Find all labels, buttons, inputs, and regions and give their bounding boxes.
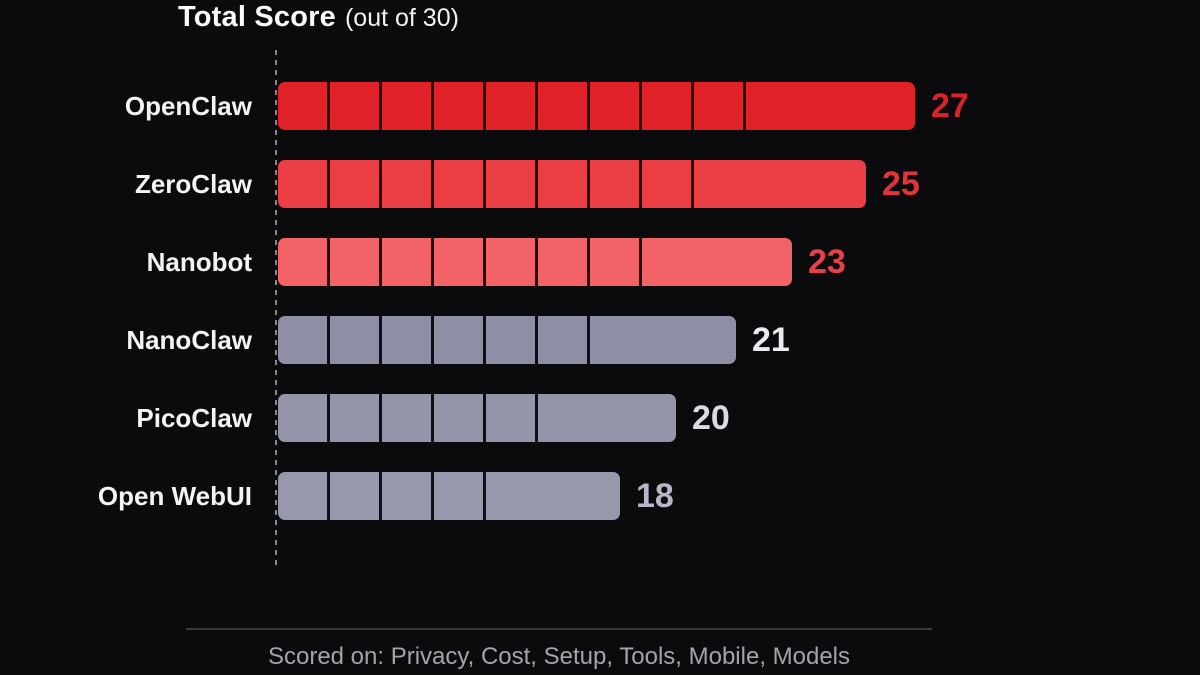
segment-divider bbox=[327, 316, 330, 364]
bar-rows: OpenClaw 27 ZeroClaw 25 Nanobot 23 NanoClaw 21 P… bbox=[0, 82, 1200, 520]
segment-divider bbox=[535, 316, 538, 364]
score-bar bbox=[278, 238, 792, 286]
score-bar bbox=[278, 160, 866, 208]
value-label: 20 bbox=[692, 399, 730, 437]
segment-divider bbox=[483, 316, 486, 364]
baseline-dashed-axis bbox=[275, 50, 277, 570]
segment-divider bbox=[691, 82, 694, 130]
segment-divider bbox=[639, 238, 642, 286]
value-label: 25 bbox=[882, 165, 920, 203]
segment-divider bbox=[431, 160, 434, 208]
segment-divider bbox=[743, 82, 746, 130]
segment-divider bbox=[587, 238, 590, 286]
segment-divider bbox=[379, 472, 382, 520]
segment-divider bbox=[535, 160, 538, 208]
segment-divider bbox=[327, 82, 330, 130]
bar-row: Nanobot 23 bbox=[0, 238, 1200, 286]
score-bar bbox=[278, 394, 676, 442]
segment-divider bbox=[587, 316, 590, 364]
bar-row: ZeroClaw 25 bbox=[0, 160, 1200, 208]
value-label: 18 bbox=[636, 477, 674, 515]
chart-title-suffix: (out of 30) bbox=[344, 4, 459, 32]
value-label: 21 bbox=[752, 321, 790, 359]
segment-divider bbox=[639, 160, 642, 208]
segment-divider bbox=[327, 160, 330, 208]
segment-divider bbox=[379, 160, 382, 208]
score-bar bbox=[278, 82, 915, 130]
category-label: Open WebUI bbox=[97, 480, 252, 511]
segment-divider bbox=[587, 82, 590, 130]
bar-row: OpenClaw 27 bbox=[0, 82, 1200, 130]
category-label: OpenClaw bbox=[124, 90, 252, 121]
segment-divider bbox=[431, 472, 434, 520]
segment-divider bbox=[587, 160, 590, 208]
segment-divider bbox=[431, 238, 434, 286]
category-label: ZeroClaw bbox=[134, 168, 252, 199]
segment-divider bbox=[691, 160, 694, 208]
category-label: NanoClaw bbox=[126, 324, 252, 355]
bar-chart: OpenClaw 27 ZeroClaw 25 Nanobot 23 NanoClaw 21 P… bbox=[0, 50, 1200, 570]
segment-divider bbox=[535, 82, 538, 130]
chart-title: Total Score (out of 30) bbox=[178, 1, 459, 34]
category-label: Nanobot bbox=[146, 246, 252, 277]
segment-divider bbox=[483, 472, 486, 520]
segment-divider bbox=[327, 472, 330, 520]
segment-divider bbox=[483, 160, 486, 208]
segment-divider bbox=[431, 316, 434, 364]
segment-divider bbox=[431, 82, 434, 130]
segment-divider bbox=[483, 238, 486, 286]
bar-row: PicoClaw 20 bbox=[0, 394, 1200, 442]
segment-divider bbox=[379, 316, 382, 364]
segment-divider bbox=[535, 394, 538, 442]
footer-divider-line bbox=[186, 628, 932, 630]
segment-divider bbox=[483, 82, 486, 130]
segment-divider bbox=[327, 238, 330, 286]
chart-title-main: Total Score bbox=[178, 1, 336, 33]
bar-row: Open WebUI 18 bbox=[0, 472, 1200, 520]
score-bar bbox=[278, 316, 736, 364]
segment-divider bbox=[483, 394, 486, 442]
value-label: 23 bbox=[808, 243, 846, 281]
segment-divider bbox=[431, 394, 434, 442]
footer-caption: Scored on: Privacy, Cost, Setup, Tools, … bbox=[267, 643, 851, 670]
category-label: PicoClaw bbox=[136, 402, 252, 433]
segment-divider bbox=[379, 82, 382, 130]
value-label: 27 bbox=[931, 87, 969, 125]
segment-divider bbox=[379, 394, 382, 442]
segment-divider bbox=[327, 394, 330, 442]
segment-divider bbox=[535, 238, 538, 286]
segment-divider bbox=[639, 82, 642, 130]
bar-row: NanoClaw 21 bbox=[0, 316, 1200, 364]
score-bar bbox=[278, 472, 620, 520]
segment-divider bbox=[379, 238, 382, 286]
